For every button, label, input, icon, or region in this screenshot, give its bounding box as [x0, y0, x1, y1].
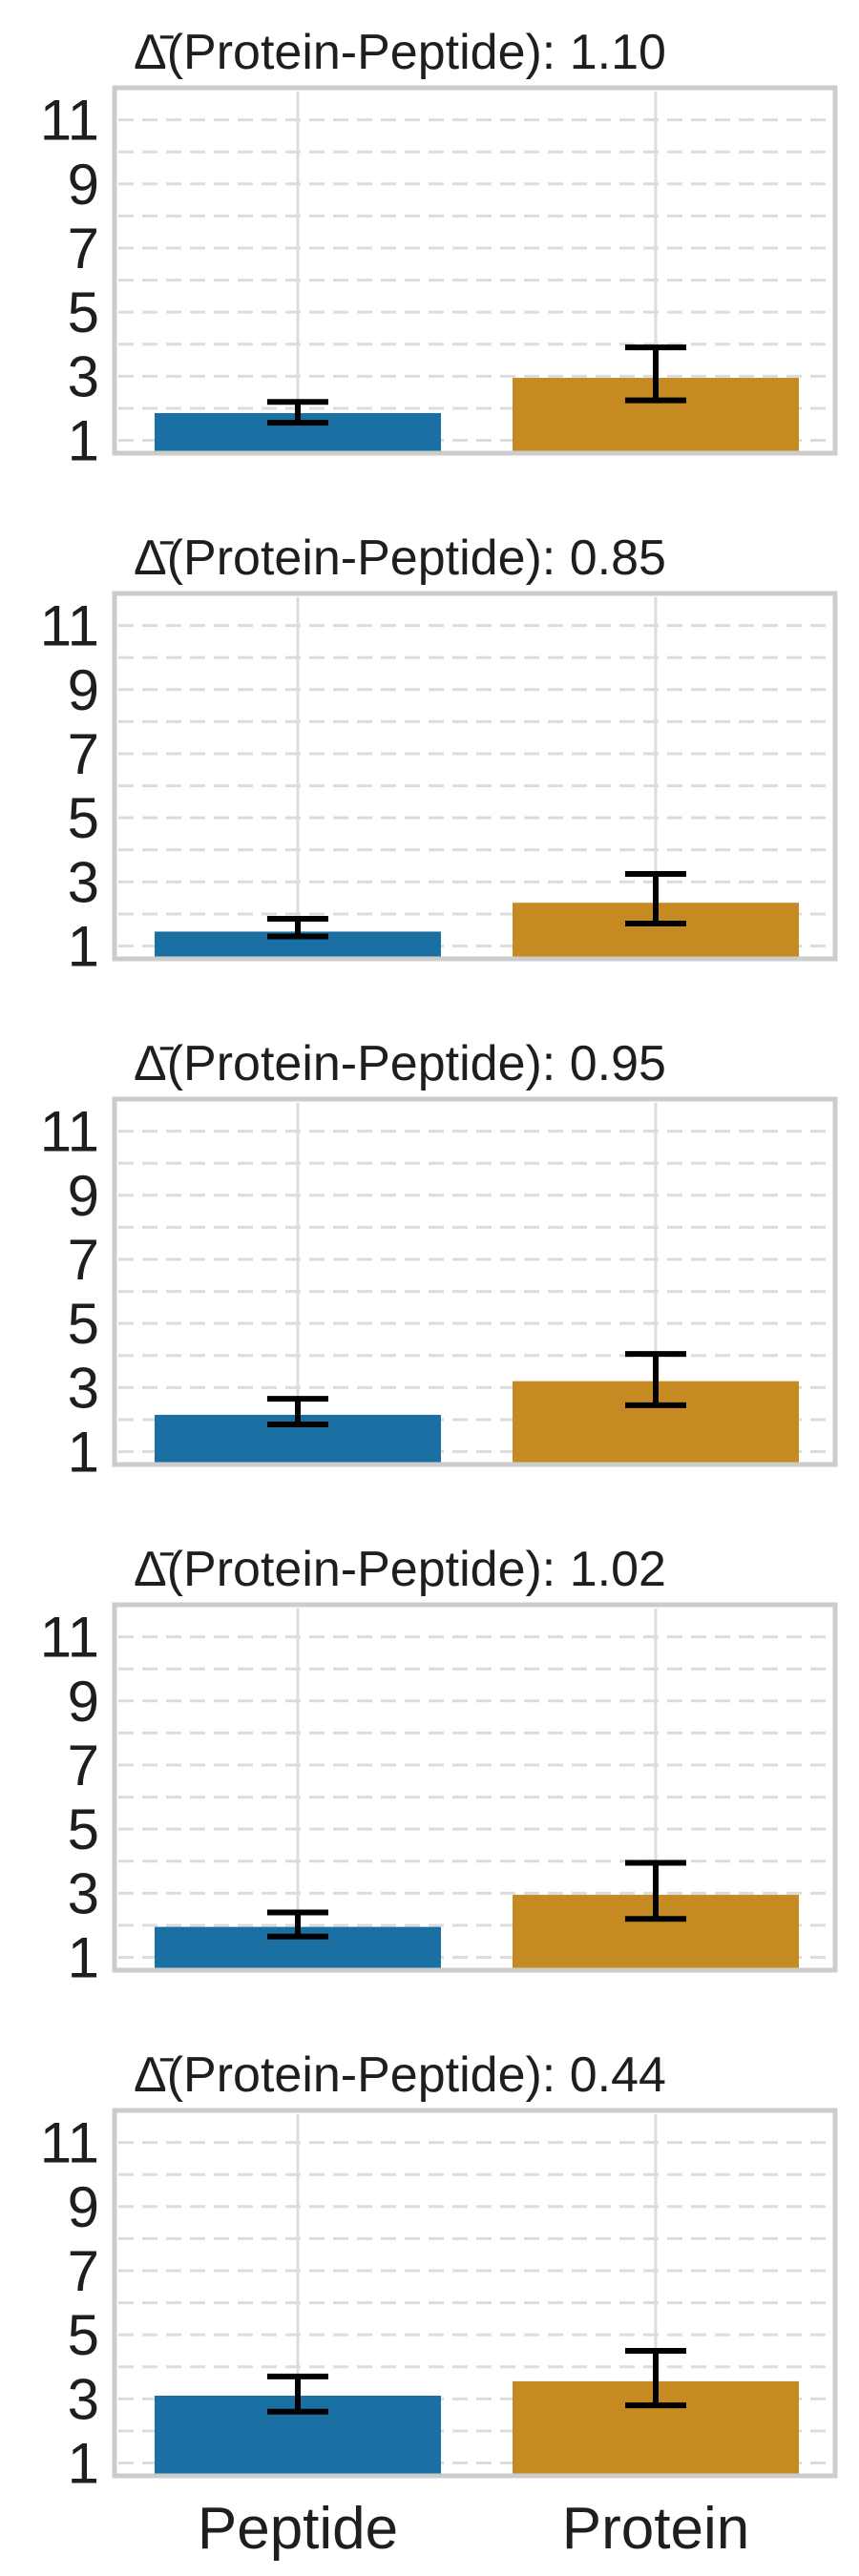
errorbar-protein	[625, 1351, 686, 1408]
y-tick-label: 11	[40, 1100, 99, 1164]
subplot-title: Δ̄(Protein-Peptide): 1.02	[134, 1542, 666, 1597]
y-tick-label: 5	[68, 1292, 99, 1356]
errorbar-peptide	[267, 1909, 328, 1940]
y-tick-label: 5	[68, 2303, 99, 2367]
subplot-title: Δ̄(Protein-Peptide): 0.44	[134, 2047, 666, 2103]
y-tick-label: 7	[68, 1734, 99, 1797]
subplot-title: Δ̄(Protein-Peptide): 1.10	[134, 25, 666, 80]
y-tick-label: 3	[68, 850, 99, 914]
y-tick-label: 3	[68, 1861, 99, 1925]
errorbar-protein	[625, 870, 686, 927]
y-tick-label: 3	[68, 2367, 99, 2431]
errorbar-protein	[625, 344, 686, 404]
y-tick-label: 7	[68, 1228, 99, 1292]
y-tick-label: 7	[68, 217, 99, 280]
x-tick-label: Protein	[562, 2496, 749, 2562]
errorbar-protein	[625, 2347, 686, 2409]
y-tick-label: 1	[68, 1926, 99, 1990]
y-tick-label: 5	[68, 786, 99, 850]
y-tick-label: 1	[68, 915, 99, 979]
y-tick-label: 9	[68, 2175, 99, 2239]
y-tick-label: 5	[68, 280, 99, 344]
y-tick-label: 9	[68, 153, 99, 217]
subplot-title: Δ̄(Protein-Peptide): 0.95	[134, 1036, 666, 1091]
y-tick-label: 1	[68, 1421, 99, 1485]
axes-frame	[112, 591, 838, 962]
axes-frame	[112, 1602, 838, 1973]
y-tick-label: 9	[68, 1164, 99, 1228]
axes-frame	[112, 2108, 838, 2479]
y-tick-label: 1	[68, 2432, 99, 2496]
y-tick-label: 7	[68, 2239, 99, 2303]
x-tick-label: Peptide	[198, 2496, 398, 2562]
errorbar-peptide	[267, 399, 328, 426]
errorbar-protein	[625, 1859, 686, 1922]
axes-frame	[112, 85, 838, 456]
errorbar-peptide	[267, 1396, 328, 1428]
subplot-title: Δ̄(Protein-Peptide): 0.85	[134, 530, 666, 586]
y-tick-label: 3	[68, 344, 99, 408]
y-tick-label: 11	[40, 1606, 99, 1670]
y-tick-label: 9	[68, 658, 99, 722]
y-tick-label: 3	[68, 1356, 99, 1420]
axes-frame	[112, 1096, 838, 1467]
errorbar-peptide	[267, 916, 328, 940]
y-tick-label: 11	[40, 89, 99, 153]
errorbar-peptide	[267, 2373, 328, 2415]
y-tick-label: 5	[68, 1797, 99, 1861]
y-tick-label: 11	[40, 594, 99, 658]
y-tick-label: 1	[68, 409, 99, 473]
y-tick-label: 11	[40, 2111, 99, 2175]
y-tick-label: 7	[68, 722, 99, 786]
y-tick-label: 9	[68, 1670, 99, 1734]
